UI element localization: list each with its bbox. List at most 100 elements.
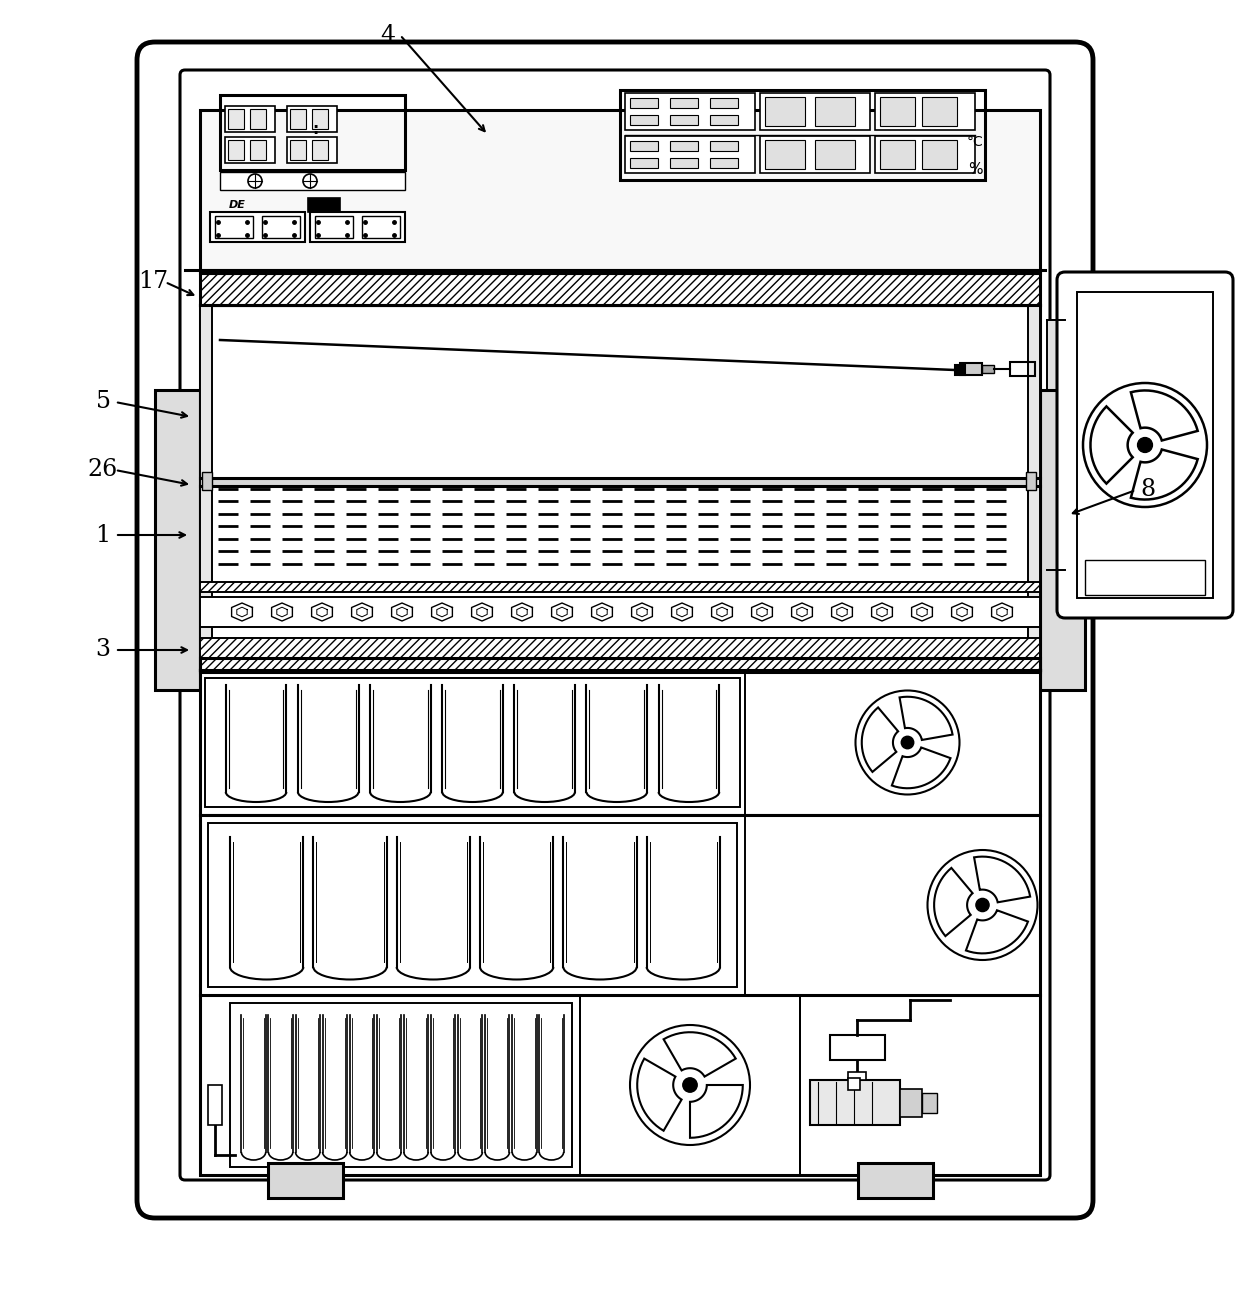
Bar <box>1040 390 1085 690</box>
Bar <box>208 823 737 987</box>
Bar <box>815 141 856 169</box>
Bar <box>219 172 405 190</box>
Bar <box>250 108 267 129</box>
Bar <box>711 141 738 151</box>
Bar <box>670 141 698 151</box>
Bar <box>848 1072 866 1080</box>
Bar <box>286 106 337 132</box>
Bar <box>923 141 957 169</box>
Bar <box>212 479 1028 486</box>
Bar <box>800 995 1040 1175</box>
Bar <box>200 304 1040 670</box>
Bar <box>200 815 1040 1175</box>
Bar <box>228 108 244 129</box>
Bar <box>362 215 401 237</box>
Bar <box>982 365 994 373</box>
Bar <box>670 98 698 108</box>
Circle shape <box>1137 437 1152 453</box>
Bar <box>625 93 755 130</box>
Bar <box>1025 472 1035 490</box>
Bar <box>760 135 870 173</box>
Circle shape <box>683 1078 697 1093</box>
Circle shape <box>976 898 990 912</box>
Bar <box>810 1080 900 1125</box>
FancyBboxPatch shape <box>180 70 1050 1180</box>
Bar <box>290 141 306 160</box>
Bar <box>315 215 353 237</box>
Bar <box>630 98 658 108</box>
Text: 4: 4 <box>381 23 396 46</box>
Text: 17: 17 <box>138 271 169 294</box>
Text: 8: 8 <box>1141 479 1156 502</box>
Bar <box>202 472 212 490</box>
Bar <box>711 98 738 108</box>
Bar <box>630 141 658 151</box>
Bar <box>312 108 329 129</box>
Bar <box>875 93 975 130</box>
Bar <box>711 115 738 125</box>
Bar <box>219 95 405 170</box>
Bar <box>880 141 915 169</box>
Bar <box>200 658 1040 672</box>
Bar <box>625 135 755 173</box>
Bar <box>268 1164 343 1198</box>
Bar <box>1028 304 1040 670</box>
Bar <box>200 304 212 670</box>
Text: 5: 5 <box>95 391 110 414</box>
Bar <box>310 212 405 243</box>
Bar <box>1078 292 1213 599</box>
Bar <box>670 157 698 168</box>
Text: :: : <box>312 121 319 137</box>
Bar <box>155 390 200 690</box>
Bar <box>200 639 1040 660</box>
Circle shape <box>901 737 914 748</box>
Bar <box>875 135 975 173</box>
Bar <box>229 1004 572 1167</box>
Bar <box>830 1035 885 1060</box>
Bar <box>923 1093 937 1113</box>
Text: 3: 3 <box>95 639 110 662</box>
Bar <box>200 597 1040 627</box>
Bar <box>200 273 1040 304</box>
Text: 1: 1 <box>95 524 110 547</box>
Bar <box>630 157 658 168</box>
Bar <box>815 97 856 126</box>
Bar <box>224 137 275 163</box>
Bar <box>1047 320 1065 570</box>
Bar <box>580 995 800 1175</box>
Bar <box>290 108 306 129</box>
Bar <box>848 1078 861 1090</box>
Bar <box>923 97 957 126</box>
Text: %: % <box>967 163 982 178</box>
Bar <box>630 115 658 125</box>
Bar <box>262 215 300 237</box>
Bar <box>858 1164 932 1198</box>
Bar <box>286 137 337 163</box>
Bar <box>880 97 915 126</box>
Bar <box>1011 362 1035 375</box>
Bar <box>312 141 329 160</box>
Bar <box>215 215 253 237</box>
Bar <box>200 110 1040 270</box>
Bar <box>711 157 738 168</box>
Bar <box>765 141 805 169</box>
Bar <box>960 362 982 375</box>
FancyBboxPatch shape <box>1056 272 1233 618</box>
Text: DE: DE <box>228 200 246 210</box>
Bar <box>670 115 698 125</box>
Bar <box>955 365 965 375</box>
Text: °C: °C <box>967 135 983 150</box>
Bar <box>250 141 267 160</box>
FancyBboxPatch shape <box>136 43 1092 1218</box>
Bar <box>208 1085 222 1125</box>
Bar <box>900 1089 923 1117</box>
Bar <box>308 197 340 212</box>
Bar <box>760 93 870 130</box>
Bar <box>200 582 1040 592</box>
Bar <box>200 670 1040 815</box>
Bar <box>228 141 244 160</box>
Bar <box>205 679 740 808</box>
Bar <box>765 97 805 126</box>
Bar <box>224 106 275 132</box>
Text: 26: 26 <box>88 458 118 481</box>
